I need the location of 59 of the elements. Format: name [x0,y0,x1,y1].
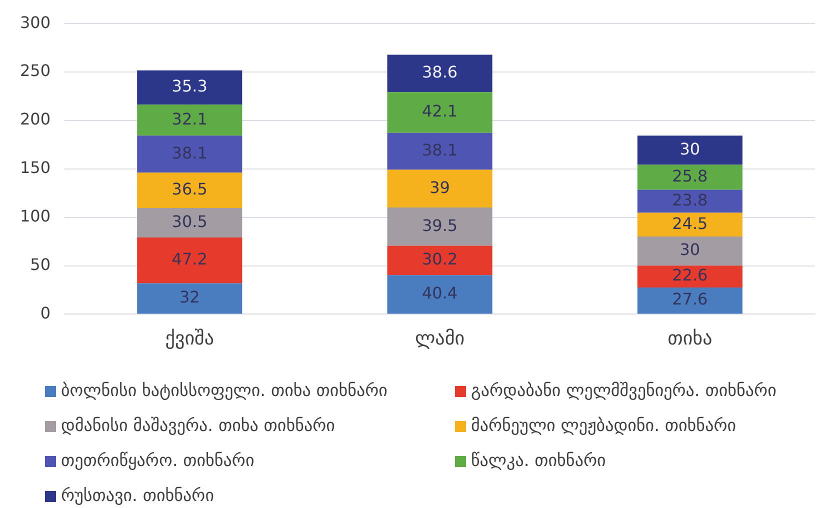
data-label: 24.5 [672,214,708,233]
legend-label: ბოლნისი ხატისსოფელი. თიხა თიხნარი [61,381,388,401]
bar [387,92,492,133]
legend-label: გარდაბანი ლელმშვენიერა. თიხნარი [471,381,776,401]
data-label: 38.1 [172,143,208,162]
y-tick-label: 300 [20,12,51,32]
legend-label: რუსთავი. თიხნარი [61,486,214,506]
bar [137,208,242,238]
data-label: 40.4 [422,284,458,303]
bar [387,275,492,314]
bar [137,104,242,136]
data-label: 42.1 [422,102,458,121]
y-tick-label: 50 [30,254,51,274]
y-tick-label: 200 [20,110,51,129]
legend-label: დმანისი მაშავერა. თიხა თიხნარი [61,416,335,436]
data-label: 22.6 [672,266,708,285]
x-tick-label: ქვიშა [165,328,214,350]
data-label: 30 [680,139,700,158]
data-label: 47.2 [172,250,208,268]
data-label: 32.1 [172,109,208,128]
bar [387,54,492,92]
data-label: 35.3 [172,76,208,96]
legend-label: თეთრიწყარო. თიხნარი [61,451,254,471]
data-label: 30.2 [422,250,458,269]
bar [637,287,742,314]
data-label: 36.5 [172,179,208,198]
bar [137,237,242,284]
y-tick-label: 100 [20,206,51,226]
bar [387,208,492,246]
data-label: 38.6 [422,62,458,82]
data-label: 38.1 [422,140,458,160]
bar [137,172,242,208]
y-tick-label: 150 [20,158,51,178]
y-tick-label: 250 [20,61,51,80]
bar [637,190,742,213]
bar [637,136,742,165]
data-label: 30.5 [172,212,208,231]
data-label: 32 [179,288,200,307]
data-label: 39 [430,178,450,197]
bar [637,236,742,266]
data-label: 30 [680,240,700,260]
bar [387,132,492,170]
bar [137,283,242,314]
bar [637,212,742,237]
bar [637,164,742,190]
bar [137,136,242,173]
data-label: 27.6 [672,290,708,309]
y-tick-label: 0 [40,303,51,322]
bar [387,170,492,208]
data-label: 25.8 [672,166,708,186]
legend-label: წალკა. თიხნარი [471,451,606,471]
bar [637,266,742,288]
bar [387,246,492,276]
legend-label: მარნეული ლეჟბადინი. თიხნარი [471,416,736,436]
data-label: 39.5 [422,216,458,235]
x-tick-label: თიხა [668,328,712,350]
data-label: 23.8 [672,190,708,210]
bar [137,70,242,105]
x-tick-label: ლამი [414,328,465,350]
